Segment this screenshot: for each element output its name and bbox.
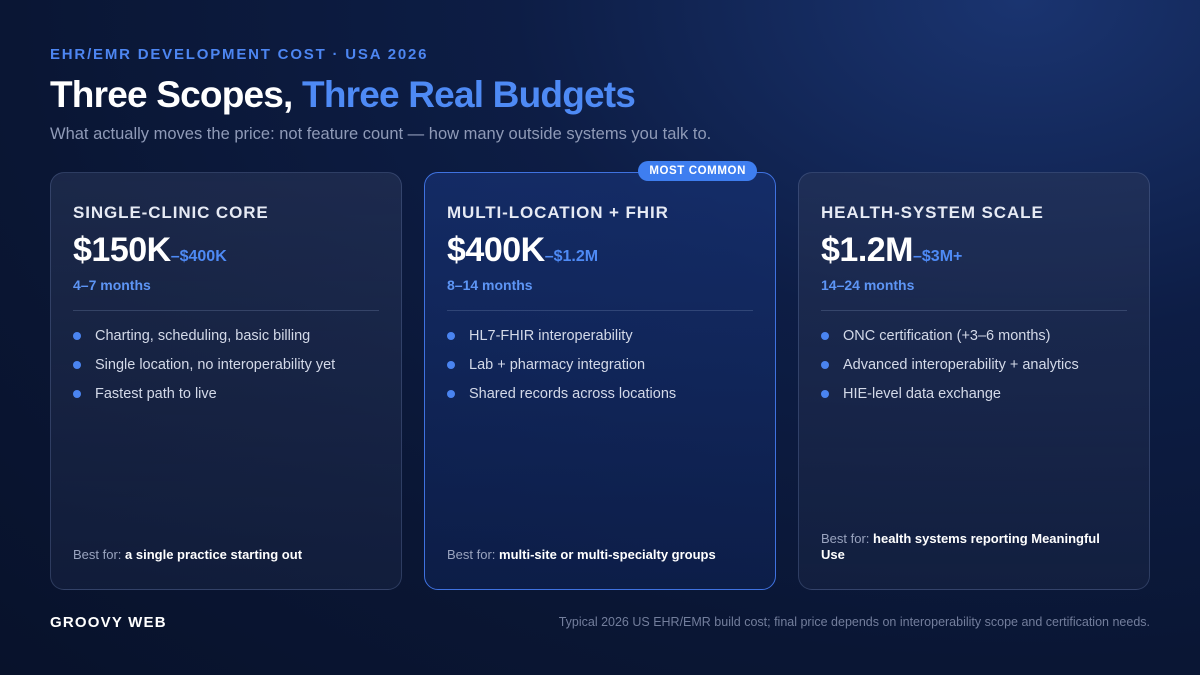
feature-text: Single location, no interoperability yet [95, 355, 335, 375]
page-title: Three Scopes, Three Real Budgets [50, 74, 635, 116]
feature-item: Charting, scheduling, basic billing [73, 326, 335, 355]
card-divider [73, 310, 379, 311]
feature-list: ONC certification (+3–6 months) Advanced… [821, 326, 1079, 413]
best-for-label: Best for: [73, 547, 125, 562]
best-for-label: Best for: [447, 547, 499, 562]
feature-item: Fastest path to live [73, 384, 335, 413]
best-for: Best for: multi-site or multi-specialty … [447, 547, 753, 563]
duration-label: 14–24 months [821, 277, 914, 293]
card-title: MULTI-LOCATION + FHIR [447, 203, 669, 223]
card-title: SINGLE-CLINIC CORE [73, 203, 269, 223]
feature-text: HIE-level data exchange [843, 384, 1001, 404]
title-accent: Three Real Budgets [302, 74, 635, 115]
feature-item: Shared records across locations [447, 384, 676, 413]
price-high: –$400K [171, 248, 227, 265]
feature-item: HL7-FHIR interoperability [447, 326, 676, 355]
eyebrow-label: EHR/EMR DEVELOPMENT COST · USA 2026 [50, 46, 428, 63]
price-low: $1.2M [821, 231, 913, 269]
pricing-card-single-clinic: SINGLE-CLINIC CORE $150K–$400K 4–7 month… [50, 172, 402, 590]
price-high: –$3M+ [913, 248, 962, 265]
feature-text: Lab + pharmacy integration [469, 355, 645, 375]
card-divider [447, 310, 753, 311]
feature-item: Advanced interoperability + analytics [821, 355, 1079, 384]
best-for-value: multi-site or multi-specialty groups [499, 547, 716, 562]
bullet-dot-icon [447, 390, 455, 398]
price-range: $150K–$400K [73, 231, 227, 270]
feature-text: HL7-FHIR interoperability [469, 326, 633, 346]
feature-text: Advanced interoperability + analytics [843, 355, 1079, 375]
price-low: $400K [447, 231, 545, 269]
price-low: $150K [73, 231, 171, 269]
bullet-dot-icon [447, 361, 455, 369]
feature-list: HL7-FHIR interoperability Lab + pharmacy… [447, 326, 676, 413]
card-title: HEALTH-SYSTEM SCALE [821, 203, 1044, 223]
feature-item: HIE-level data exchange [821, 384, 1079, 413]
price-range: $400K–$1.2M [447, 231, 598, 270]
most-common-badge: MOST COMMON [638, 161, 757, 181]
best-for-label: Best for: [821, 531, 873, 546]
feature-item: Lab + pharmacy integration [447, 355, 676, 384]
brand-logo-text: GROOVY WEB [50, 614, 167, 631]
page-subtitle: What actually moves the price: not featu… [50, 125, 711, 144]
bullet-dot-icon [73, 332, 81, 340]
best-for: Best for: a single practice starting out [73, 547, 379, 563]
price-range: $1.2M–$3M+ [821, 231, 962, 270]
duration-label: 8–14 months [447, 277, 533, 293]
bullet-dot-icon [447, 332, 455, 340]
bullet-dot-icon [73, 361, 81, 369]
feature-item: ONC certification (+3–6 months) [821, 326, 1079, 355]
feature-text: Charting, scheduling, basic billing [95, 326, 310, 346]
best-for: Best for: health systems reporting Meani… [821, 531, 1127, 563]
pricing-card-multi-location: MOST COMMON MULTI-LOCATION + FHIR $400K–… [424, 172, 776, 590]
feature-list: Charting, scheduling, basic billing Sing… [73, 326, 335, 413]
duration-label: 4–7 months [73, 277, 151, 293]
price-high: –$1.2M [545, 248, 598, 265]
best-for-value: a single practice starting out [125, 547, 302, 562]
feature-text: Fastest path to live [95, 384, 217, 404]
bullet-dot-icon [821, 332, 829, 340]
footnote: Typical 2026 US EHR/EMR build cost; fina… [559, 615, 1150, 629]
feature-text: ONC certification (+3–6 months) [843, 326, 1051, 346]
bullet-dot-icon [821, 390, 829, 398]
card-divider [821, 310, 1127, 311]
feature-text: Shared records across locations [469, 384, 676, 404]
pricing-card-health-system: HEALTH-SYSTEM SCALE $1.2M–$3M+ 14–24 mon… [798, 172, 1150, 590]
bullet-dot-icon [821, 361, 829, 369]
title-main: Three Scopes, [50, 74, 302, 115]
feature-item: Single location, no interoperability yet [73, 355, 335, 384]
bullet-dot-icon [73, 390, 81, 398]
